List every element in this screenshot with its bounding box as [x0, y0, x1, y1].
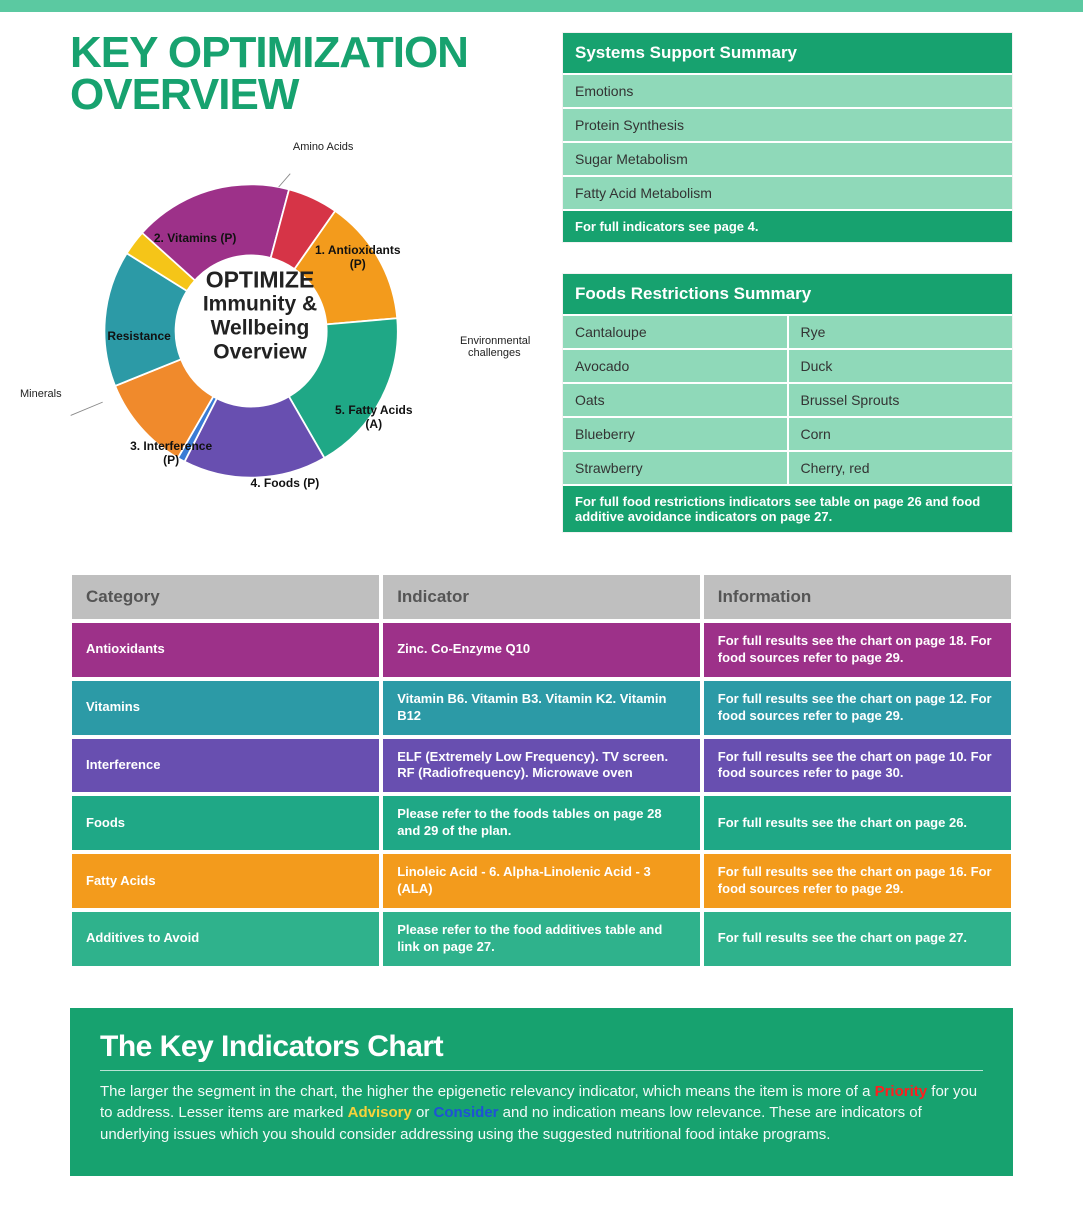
cat-table-cell: Vitamins	[70, 679, 381, 737]
advisory-keyword: Advisory	[348, 1104, 412, 1121]
cat-table-row: Fatty AcidsLinoleic Acid - 6. Alpha-Lino…	[70, 852, 1013, 910]
cat-table-header: Information	[702, 573, 1013, 621]
cat-table-cell: Please refer to the food additives table…	[381, 910, 702, 968]
foods-cell: Rye	[787, 314, 1013, 348]
cat-table-row: AntioxidantsZinc. Co-Enzyme Q10For full …	[70, 621, 1013, 679]
systems-panel-row: Protein Synthesis	[563, 107, 1012, 141]
priority-keyword: Priority	[875, 1083, 928, 1100]
consider-keyword: Consider	[434, 1104, 499, 1121]
cat-table-cell: Interference	[70, 737, 381, 795]
donut-slice-label: Resistance	[107, 330, 170, 344]
foods-panel-header: Foods Restrictions Summary	[563, 274, 1012, 314]
cat-table-row: VitaminsVitamin B6. Vitamin B3. Vitamin …	[70, 679, 1013, 737]
foods-restrictions-panel: Foods Restrictions SummaryCantaloupeRyeA…	[562, 273, 1013, 533]
foods-cell: Strawberry	[563, 450, 787, 484]
cat-table-cell: ELF (Extremely Low Frequency). TV screen…	[381, 737, 702, 795]
systems-panel-row: Sugar Metabolism	[563, 141, 1012, 175]
donut-slice-label: 5. Fatty Acids(A)	[335, 405, 413, 433]
foods-cell: Avocado	[563, 348, 787, 382]
cat-table-row: Additives to AvoidPlease refer to the fo…	[70, 910, 1013, 968]
cat-table-header: Indicator	[381, 573, 702, 621]
foods-panel-footer: For full food restrictions indicators se…	[563, 484, 1012, 532]
cat-table-cell: Zinc. Co-Enzyme Q10	[381, 621, 702, 679]
cat-table-header: Category	[70, 573, 381, 621]
donut-slice-label: 3. Interference(P)	[130, 440, 212, 468]
donut-outer-label: Minerals	[20, 388, 62, 400]
donut-chart: OPTIMIZE Immunity & Wellbeing Overview 1…	[20, 106, 500, 526]
footer-divider	[100, 1070, 983, 1071]
systems-panel-header: Systems Support Summary	[563, 33, 1012, 73]
foods-panel-row: StrawberryCherry, red	[563, 450, 1012, 484]
foods-panel-row: CantaloupeRye	[563, 314, 1012, 348]
foods-panel-row: OatsBrussel Sprouts	[563, 382, 1012, 416]
cat-table-cell: For full results see the chart on page 1…	[702, 679, 1013, 737]
footer-title: The Key Indicators Chart	[100, 1030, 983, 1064]
page-title: KEY OPTIMIZATION OVERVIEW	[70, 32, 550, 116]
foods-panel-row: BlueberryCorn	[563, 416, 1012, 450]
donut-slice-label: 1. Antioxidants(P)	[315, 245, 401, 273]
top-accent-bar	[0, 0, 1083, 12]
donut-outer-label: challenges	[468, 347, 521, 359]
foods-cell: Cherry, red	[787, 450, 1013, 484]
donut-center-sub: Immunity & Wellbeing Overview	[180, 293, 340, 365]
cat-table-cell: Please refer to the foods tables on page…	[381, 794, 702, 852]
cat-table-cell: For full results see the chart on page 2…	[702, 794, 1013, 852]
cat-table-cell: For full results see the chart on page 1…	[702, 737, 1013, 795]
page-content: KEY OPTIMIZATION OVERVIEW OPTIMIZE Immun…	[0, 12, 1083, 1216]
cat-table-cell: For full results see the chart on page 1…	[702, 621, 1013, 679]
foods-panel-row: AvocadoDuck	[563, 348, 1012, 382]
foods-cell: Cantaloupe	[563, 314, 787, 348]
systems-panel-row: Fatty Acid Metabolism	[563, 175, 1012, 209]
donut-center-label: OPTIMIZE Immunity & Wellbeing Overview	[180, 266, 340, 365]
cat-table-cell: Additives to Avoid	[70, 910, 381, 968]
cat-table-cell: Foods	[70, 794, 381, 852]
foods-cell: Blueberry	[563, 416, 787, 450]
cat-table-cell: Linoleic Acid - 6. Alpha-Linolenic Acid …	[381, 852, 702, 910]
donut-slice-label: 4. Foods (P)	[251, 477, 320, 491]
foods-cell: Oats	[563, 382, 787, 416]
donut-outer-label: Amino Acids	[293, 141, 354, 153]
systems-support-panel: Systems Support SummaryEmotionsProtein S…	[562, 32, 1013, 243]
donut-outer-label: Environmental	[460, 335, 530, 347]
foods-cell: Corn	[787, 416, 1013, 450]
foods-cell: Brussel Sprouts	[787, 382, 1013, 416]
cat-table-row: InterferenceELF (Extremely Low Frequency…	[70, 737, 1013, 795]
donut-slice-label: 2. Vitamins (P)	[154, 232, 236, 246]
systems-panel-footer: For full indicators see page 4.	[563, 209, 1012, 242]
systems-panel-row: Emotions	[563, 73, 1012, 107]
footer-body: The larger the segment in the chart, the…	[100, 1081, 983, 1146]
cat-table-cell: Vitamin B6. Vitamin B3. Vitamin K2. Vita…	[381, 679, 702, 737]
cat-table-cell: For full results see the chart on page 2…	[702, 910, 1013, 968]
cat-table-cell: For full results see the chart on page 1…	[702, 852, 1013, 910]
cat-table-cell: Antioxidants	[70, 621, 381, 679]
cat-table-row: FoodsPlease refer to the foods tables on…	[70, 794, 1013, 852]
key-indicators-explanation: The Key Indicators Chart The larger the …	[70, 1008, 1013, 1176]
foods-cell: Duck	[787, 348, 1013, 382]
category-table: CategoryIndicatorInformationAntioxidants…	[70, 573, 1013, 968]
cat-table-cell: Fatty Acids	[70, 852, 381, 910]
